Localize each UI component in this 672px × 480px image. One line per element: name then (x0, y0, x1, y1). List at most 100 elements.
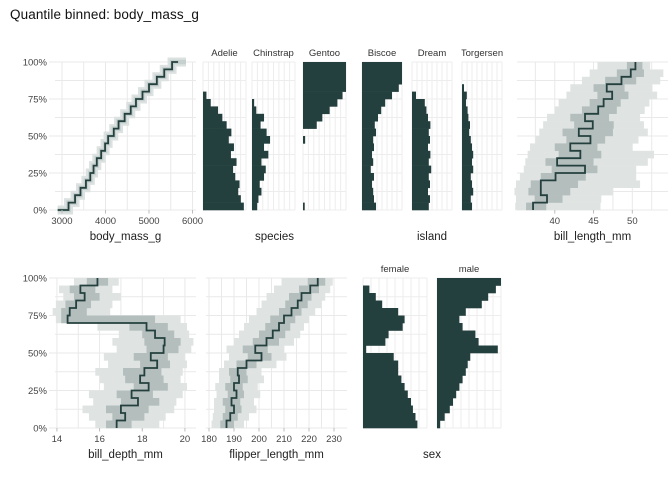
bar (252, 202, 258, 211)
x-axis-title-flipper_length_mm: flipper_length_mm (229, 449, 324, 461)
bar (362, 69, 402, 78)
bar (363, 323, 403, 331)
bar (412, 91, 416, 100)
bar (362, 62, 402, 70)
band-rect (140, 360, 170, 369)
x-tick-label: 190 (226, 434, 242, 445)
facet-header-male: male (459, 264, 480, 275)
x-tick-label: 16 (94, 434, 105, 445)
band-rect (589, 99, 621, 107)
bar (203, 91, 207, 100)
bar (362, 128, 376, 137)
band-rect (545, 158, 594, 166)
bar (363, 390, 408, 399)
bar (252, 195, 259, 203)
bar (363, 398, 411, 406)
x-tick-label: 20 (180, 434, 191, 445)
bar (203, 113, 223, 122)
band-rect (285, 300, 308, 309)
bar (203, 202, 244, 211)
y-tick-label: 100% (23, 58, 48, 69)
bar (412, 180, 430, 189)
bar (363, 330, 389, 339)
band-rect (112, 413, 145, 421)
bar (437, 353, 471, 361)
x-tick-label: 18 (137, 434, 148, 445)
x-axis-title-species: species (255, 231, 294, 243)
x-tick-label: 3000 (51, 216, 72, 227)
band-rect (61, 308, 87, 316)
panel-body_mass_g: 3000 4000 5000 6000 body_mass_g (51, 57, 203, 243)
bar (462, 173, 471, 181)
bar (437, 293, 489, 301)
bar (363, 360, 399, 369)
bar (252, 165, 266, 174)
bar (412, 187, 428, 196)
bar (303, 84, 346, 92)
y-tick-label: 0% (33, 206, 47, 217)
bar (362, 76, 402, 85)
y-tick-label: 75% (28, 311, 48, 322)
band-rect (515, 202, 601, 211)
bar (412, 158, 429, 166)
band-rect (574, 121, 614, 129)
facet-header-female: female (381, 264, 410, 275)
bar (363, 285, 370, 294)
ecdf-step-line (57, 61, 179, 211)
bar (437, 345, 498, 354)
bar (462, 136, 471, 144)
bar (412, 99, 425, 107)
bar (203, 173, 236, 181)
proportion-bars-Torgersen (462, 84, 474, 211)
column-Adelie (202, 61, 247, 211)
x-tick-label: 180 (201, 434, 217, 445)
bar (203, 121, 227, 129)
bar (362, 202, 376, 211)
bar (462, 180, 472, 189)
bar (462, 113, 469, 122)
bar (303, 69, 346, 78)
bar (462, 84, 464, 92)
x-axis-title-body_mass_g: body_mass_g (90, 231, 162, 243)
median-step-line (225, 278, 319, 428)
bar (363, 413, 416, 421)
y-axis-top: 100% 75% 50% 25% 0% (23, 58, 55, 217)
bar (362, 113, 378, 122)
bar (303, 62, 346, 70)
facet-header-Torgersen: Torgersen (461, 48, 503, 59)
x-tick-label: 45 (588, 216, 599, 227)
band-rect (307, 278, 326, 286)
band-rect (129, 323, 168, 331)
band-rect (65, 300, 92, 309)
x-tick-label: 5000 (138, 216, 159, 227)
bar (412, 165, 432, 174)
bar (437, 375, 463, 384)
bar (203, 165, 234, 174)
bar (462, 143, 472, 152)
bar (362, 143, 374, 152)
y-tick-label: 25% (28, 169, 48, 180)
bar (437, 413, 445, 421)
bar (303, 121, 317, 129)
median-step-line (66, 278, 166, 428)
bar (462, 91, 467, 100)
bar (252, 158, 262, 166)
bar (252, 173, 265, 181)
column-Torgersen (461, 61, 503, 211)
proportion-bars-male (437, 278, 501, 429)
y-tick-label: 0% (33, 424, 47, 435)
band-rect (526, 202, 547, 211)
y-tick-label: 50% (28, 349, 48, 360)
bar (437, 330, 476, 339)
bar (362, 187, 374, 196)
bar (252, 187, 262, 196)
bar (437, 285, 496, 294)
band-rect (69, 285, 96, 294)
bar (462, 195, 471, 203)
proportion-bars-Dream (412, 91, 432, 211)
x-tick-label: 200 (251, 434, 267, 445)
bar (437, 390, 457, 399)
column-Biscoe (361, 61, 403, 211)
band-rect (105, 420, 132, 429)
